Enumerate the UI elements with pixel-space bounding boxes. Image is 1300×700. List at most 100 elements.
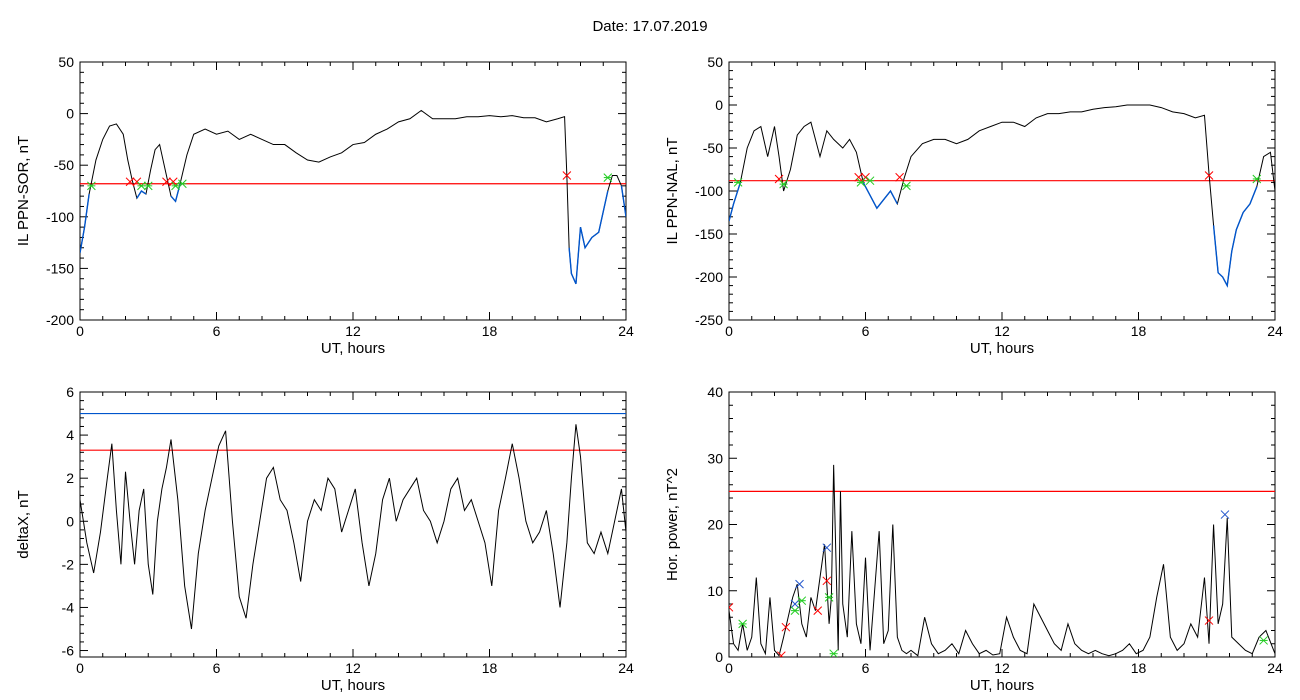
below-threshold-segment (136, 190, 147, 199)
marker-green (137, 181, 146, 191)
y-tick-label: -50 (703, 140, 723, 156)
y-tick-label: -50 (54, 157, 74, 173)
marker-green (1252, 174, 1262, 184)
below-threshold-segment (729, 182, 742, 222)
marker-green (171, 181, 180, 191)
marker-blue (822, 543, 832, 553)
x-tick-label: 12 (994, 660, 1010, 676)
marker-green (143, 181, 153, 191)
x-axis-label: UT, hours (970, 677, 1034, 694)
x-tick-label: 12 (994, 323, 1010, 339)
y-tick-label: -250 (695, 312, 723, 328)
below-threshold-segment (80, 194, 90, 254)
y-tick-label: 0 (66, 513, 74, 529)
x-tick-label: 6 (862, 660, 870, 676)
marker-green (829, 649, 839, 657)
marker-blue (790, 599, 800, 609)
marker-green (87, 181, 96, 191)
marker-green (856, 178, 866, 187)
y-tick-label: 0 (715, 649, 723, 665)
marker-green (824, 593, 834, 602)
x-tick-label: 24 (1267, 660, 1283, 676)
y-tick-label: 4 (66, 427, 74, 443)
x-tick-label: 18 (1131, 660, 1147, 676)
y-tick-label: -100 (46, 209, 74, 225)
y-tick-label: -150 (695, 226, 723, 242)
marker-red (895, 172, 904, 182)
marker-green (733, 178, 743, 187)
plot-frame (79, 391, 627, 658)
panel-ppn-nal: 0 6 12 18 24 -250 -200 -150 -100 -50 0 50 UT, hours I… (664, 54, 1283, 357)
marker-red (162, 177, 171, 187)
y-tick-label: 50 (707, 54, 723, 70)
plot-area (729, 464, 1275, 657)
marker-green (738, 619, 748, 629)
y-tick-label: -100 (695, 183, 723, 199)
marker-blue (1220, 510, 1230, 519)
y-tick-label: 6 (66, 384, 74, 400)
panel-ppn-sor: 0 6 12 18 24 -200 -150 -100 -50 0 50 UT, hours IL PP… (15, 54, 634, 357)
y-tick-label: -2 (62, 556, 75, 572)
x-axis-label: UT, hours (321, 340, 385, 357)
x-axis-label: UT, hours (970, 340, 1034, 357)
x-tick-label: 18 (482, 660, 498, 676)
y-tick-label: 0 (715, 97, 723, 113)
marker-red (1204, 171, 1214, 180)
below-threshold-segment (620, 185, 626, 217)
marker-blue (795, 579, 804, 589)
y-tick-label: -200 (46, 312, 74, 328)
plot-frame (728, 61, 1276, 321)
x-tick-label: 0 (76, 323, 84, 339)
marker-green (865, 176, 875, 186)
y-axis-label: IL PPN-SOR, nT (15, 136, 32, 246)
y-tick-label: -150 (46, 260, 74, 276)
plot-area (80, 412, 626, 630)
marker-red (562, 171, 572, 180)
x-tick-label: 0 (76, 660, 84, 676)
x-tick-label: 12 (345, 323, 361, 339)
plot-area (80, 109, 626, 285)
x-tick-label: 12 (345, 660, 361, 676)
plot-frame (79, 61, 627, 321)
x-tick-label: 18 (1131, 323, 1147, 339)
x-tick-label: 0 (725, 323, 733, 339)
y-tick-label: 2 (66, 470, 74, 486)
y-tick-label: 20 (707, 517, 723, 533)
y-tick-label: 10 (707, 583, 723, 599)
below-threshold-segment (862, 182, 898, 210)
marker-red (822, 576, 832, 586)
series-line (80, 424, 626, 630)
y-tick-label: 0 (66, 106, 74, 122)
below-threshold-segment (170, 183, 181, 203)
x-tick-label: 6 (213, 660, 221, 676)
y-tick-label: 40 (707, 384, 723, 400)
x-tick-label: 24 (618, 660, 634, 676)
marker-red (729, 602, 734, 612)
y-tick-label: -6 (62, 643, 75, 659)
x-tick-label: 24 (1267, 323, 1283, 339)
series-line (80, 109, 626, 285)
marker-green (790, 606, 800, 615)
below-threshold-segment (1212, 186, 1258, 288)
x-tick-label: 6 (213, 323, 221, 339)
marker-green (797, 596, 807, 606)
x-tick-label: 18 (482, 323, 498, 339)
plot-area (729, 104, 1275, 288)
x-tick-label: 6 (862, 323, 870, 339)
series-line (729, 104, 1275, 288)
y-tick-label: -200 (695, 269, 723, 285)
marker-green (779, 179, 788, 189)
plot-frame (728, 391, 1276, 658)
marker-green (603, 173, 613, 182)
y-tick-label: 30 (707, 450, 723, 466)
marker-red (168, 177, 178, 187)
below-threshold-segment (568, 190, 609, 285)
marker-red (125, 177, 135, 187)
marker-red (776, 651, 786, 657)
marker-red (1204, 616, 1214, 625)
y-axis-label: deltaX, nT (15, 490, 32, 558)
y-tick-label: -4 (62, 599, 75, 615)
marker-red (813, 606, 823, 615)
